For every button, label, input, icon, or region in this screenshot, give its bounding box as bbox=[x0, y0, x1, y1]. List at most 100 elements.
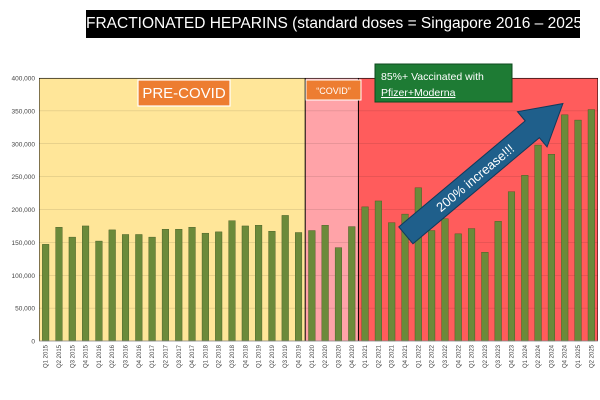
x-tick-label: Q2 2015 bbox=[57, 344, 63, 368]
y-tick-label: 300,000 bbox=[12, 141, 36, 148]
x-tick-label: Q3 2024 bbox=[549, 344, 555, 368]
x-tick-label: Q1 2015 bbox=[44, 344, 50, 368]
x-tick-label: Q1 2025 bbox=[576, 344, 582, 368]
bar bbox=[295, 232, 303, 342]
x-tick-label: Q3 2023 bbox=[496, 344, 502, 368]
x-tick-label: Q2 2016 bbox=[110, 344, 116, 368]
bar bbox=[574, 119, 582, 342]
arrow-shape bbox=[398, 102, 564, 245]
x-tick-label: Q2 2022 bbox=[430, 344, 436, 368]
x-tick-label: Q4 2020 bbox=[350, 344, 356, 368]
x-tick-label: Q2 2025 bbox=[589, 344, 595, 368]
bar bbox=[308, 230, 316, 342]
x-tick-label: Q4 2017 bbox=[190, 344, 196, 368]
precovid-label: PRE-COVID bbox=[142, 85, 226, 102]
y-tick-label: 200,000 bbox=[12, 207, 36, 214]
x-tick-label: Q4 2018 bbox=[243, 344, 249, 368]
bar bbox=[228, 220, 236, 342]
x-tick-label: Q1 2018 bbox=[203, 344, 209, 368]
x-tick-label: Q3 2019 bbox=[283, 344, 289, 368]
bar bbox=[454, 233, 462, 342]
bar bbox=[95, 240, 103, 342]
y-tick-label: 50,000 bbox=[15, 306, 35, 313]
bar bbox=[388, 222, 396, 342]
x-tick-label: Q2 2023 bbox=[483, 344, 489, 368]
x-tick-label: Q1 2022 bbox=[416, 344, 422, 368]
bar bbox=[521, 175, 529, 342]
bar bbox=[148, 236, 156, 342]
bar bbox=[161, 229, 169, 342]
x-tick-label: Q2 2021 bbox=[376, 344, 382, 368]
x-tick-label: Q4 2021 bbox=[403, 344, 409, 368]
vaccine-box bbox=[374, 63, 513, 103]
y-tick-label: 350,000 bbox=[12, 108, 36, 115]
x-tick-label: Q1 2019 bbox=[257, 344, 263, 368]
bar bbox=[55, 227, 63, 342]
x-tick-label: Q3 2018 bbox=[230, 344, 236, 368]
bar bbox=[561, 114, 569, 342]
bar bbox=[348, 226, 356, 342]
x-tick-label: Q2 2018 bbox=[217, 344, 223, 368]
x-tick-label: Q4 2023 bbox=[509, 344, 515, 368]
x-tick-label: Q1 2021 bbox=[363, 344, 369, 368]
bar bbox=[268, 230, 276, 342]
x-tick-label: Q3 2020 bbox=[336, 344, 342, 368]
y-tick-label: 0 bbox=[31, 339, 35, 346]
x-tick-label: Q1 2016 bbox=[97, 344, 103, 368]
x-tick-label: Q1 2017 bbox=[150, 344, 156, 368]
bar bbox=[547, 154, 555, 342]
x-tick-label: Q3 2015 bbox=[70, 344, 76, 368]
bar bbox=[441, 218, 449, 342]
x-tick-label: Q4 2019 bbox=[297, 344, 303, 368]
vaccine-line-2: Pfizer+Moderna bbox=[381, 87, 456, 99]
bar bbox=[175, 229, 183, 342]
bar bbox=[68, 236, 76, 342]
x-tick-label: Q4 2022 bbox=[456, 344, 462, 368]
bar bbox=[321, 225, 329, 342]
x-tick-label: Q1 2020 bbox=[310, 344, 316, 368]
x-tick-label: Q4 2024 bbox=[563, 344, 569, 368]
bar bbox=[481, 252, 489, 342]
y-tick-label: 250,000 bbox=[12, 174, 36, 181]
vaccine-line-1: 85%+ Vaccinated with bbox=[381, 71, 484, 83]
y-tick-label: 400,000 bbox=[12, 76, 36, 83]
x-tick-label: Q4 2015 bbox=[84, 344, 90, 368]
bar bbox=[121, 234, 130, 342]
bar bbox=[241, 225, 249, 342]
x-tick-label: Q3 2017 bbox=[177, 344, 183, 368]
bar bbox=[587, 109, 595, 342]
bar bbox=[334, 247, 342, 342]
y-axis: 0 50,000 100,000 150,000 200,000 250,000 300,0… bbox=[12, 76, 36, 346]
bar bbox=[281, 215, 289, 342]
x-tick-label: Q3 2021 bbox=[390, 344, 396, 368]
bar bbox=[255, 225, 263, 342]
period-band bbox=[358, 78, 598, 341]
bar-series bbox=[42, 109, 595, 342]
precovid-label-box bbox=[137, 79, 231, 107]
bar bbox=[428, 230, 436, 342]
bar bbox=[135, 234, 143, 342]
x-tick-label: Q2 2020 bbox=[323, 344, 329, 368]
x-tick-label: Q3 2022 bbox=[443, 344, 449, 368]
x-axis: Q1 2015 Q2 2015 Q3 2015 Q4 2015 Q1 2016 Q2 20… bbox=[39, 340, 598, 368]
bar bbox=[507, 191, 516, 342]
y-tick-label: 150,000 bbox=[12, 240, 36, 247]
bar bbox=[468, 228, 476, 342]
x-tick-label: Q1 2023 bbox=[470, 344, 476, 368]
bar bbox=[374, 200, 382, 342]
y-tick-label: 100,000 bbox=[12, 273, 36, 280]
bar bbox=[534, 144, 542, 342]
x-tick-label: Q4 2016 bbox=[137, 344, 143, 368]
x-tick-label: Q3 2016 bbox=[124, 344, 130, 368]
x-tick-label: Q1 2024 bbox=[523, 344, 529, 368]
x-tick-label: Q2 2017 bbox=[163, 344, 169, 368]
bar bbox=[361, 206, 369, 342]
x-tick-label: Q2 2024 bbox=[536, 344, 542, 368]
bar bbox=[188, 227, 196, 342]
chart-title: FRACTIONATED HEPARINS (standard doses = … bbox=[86, 10, 587, 38]
bar bbox=[201, 232, 209, 342]
bar bbox=[215, 231, 223, 342]
bar bbox=[108, 229, 116, 342]
covid-label: “COVID” bbox=[316, 86, 351, 96]
covid-label-box bbox=[305, 79, 362, 101]
